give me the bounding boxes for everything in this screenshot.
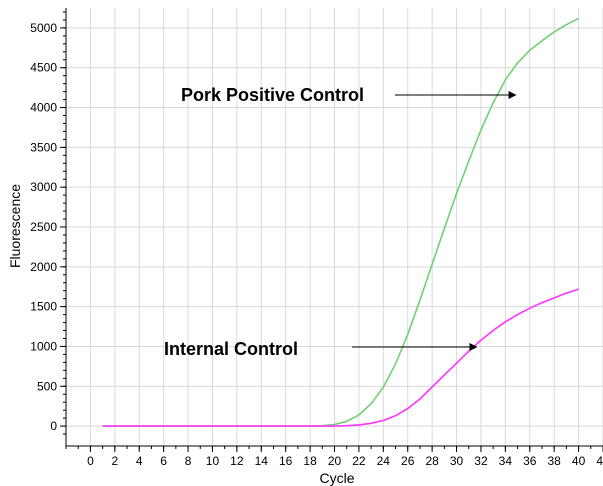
x-tick-label: 8 bbox=[185, 454, 192, 468]
x-tick-label: 18 bbox=[303, 454, 317, 468]
x-tick-label: 32 bbox=[474, 454, 488, 468]
annotation-label: Internal Control bbox=[164, 339, 298, 359]
y-axis-title: Fluorescence bbox=[7, 184, 23, 268]
x-tick-label: 24 bbox=[377, 454, 391, 468]
y-tick-label: 5000 bbox=[30, 21, 57, 35]
y-tick-label: 2000 bbox=[30, 260, 57, 274]
x-axis-title: Cycle bbox=[319, 470, 354, 486]
x-tick-label: 40 bbox=[572, 454, 586, 468]
y-tick-label: 3500 bbox=[30, 140, 57, 154]
annotation-label: Pork Positive Control bbox=[181, 85, 364, 105]
series-line-1 bbox=[102, 17, 579, 427]
x-tick-label: 10 bbox=[206, 454, 220, 468]
y-tick-label: 0 bbox=[50, 419, 57, 433]
y-axis: 0 500 1000 1500 2000 2500 3000 3500 4000 4500 5000 bbox=[30, 8, 67, 446]
y-tick-label: 1000 bbox=[30, 339, 57, 353]
x-tick-label: 20 bbox=[328, 454, 342, 468]
x-tick-label: 14 bbox=[255, 454, 269, 468]
x-axis: 024681012141618202224262830323436384042 bbox=[65, 445, 603, 468]
y-tick-label: 4000 bbox=[30, 101, 57, 115]
x-tick-label: 28 bbox=[425, 454, 439, 468]
y-tick-label: 4500 bbox=[30, 61, 57, 75]
x-tick-label: 34 bbox=[499, 454, 513, 468]
x-tick-label: 12 bbox=[230, 454, 244, 468]
series-line-2 bbox=[102, 288, 579, 427]
x-tick-label: 36 bbox=[523, 454, 537, 468]
x-tick-label: 30 bbox=[450, 454, 464, 468]
x-tick-label: 16 bbox=[279, 454, 293, 468]
x-tick-label: 0 bbox=[87, 454, 94, 468]
annotations: Pork Positive Control Internal Control bbox=[164, 85, 517, 359]
y-tick-label: 3000 bbox=[30, 180, 57, 194]
series-lines bbox=[102, 17, 579, 427]
x-tick-label: 42 bbox=[596, 454, 603, 468]
y-tick-label: 2500 bbox=[30, 220, 57, 234]
x-tick-label: 6 bbox=[160, 454, 167, 468]
x-tick-label: 2 bbox=[111, 454, 118, 468]
grid bbox=[66, 8, 603, 446]
x-tick-label: 22 bbox=[352, 454, 366, 468]
x-tick-label: 4 bbox=[136, 454, 143, 468]
x-tick-label: 26 bbox=[401, 454, 415, 468]
y-tick-label: 1500 bbox=[30, 300, 57, 314]
x-tick-label: 38 bbox=[548, 454, 562, 468]
y-tick-label: 500 bbox=[37, 379, 57, 393]
